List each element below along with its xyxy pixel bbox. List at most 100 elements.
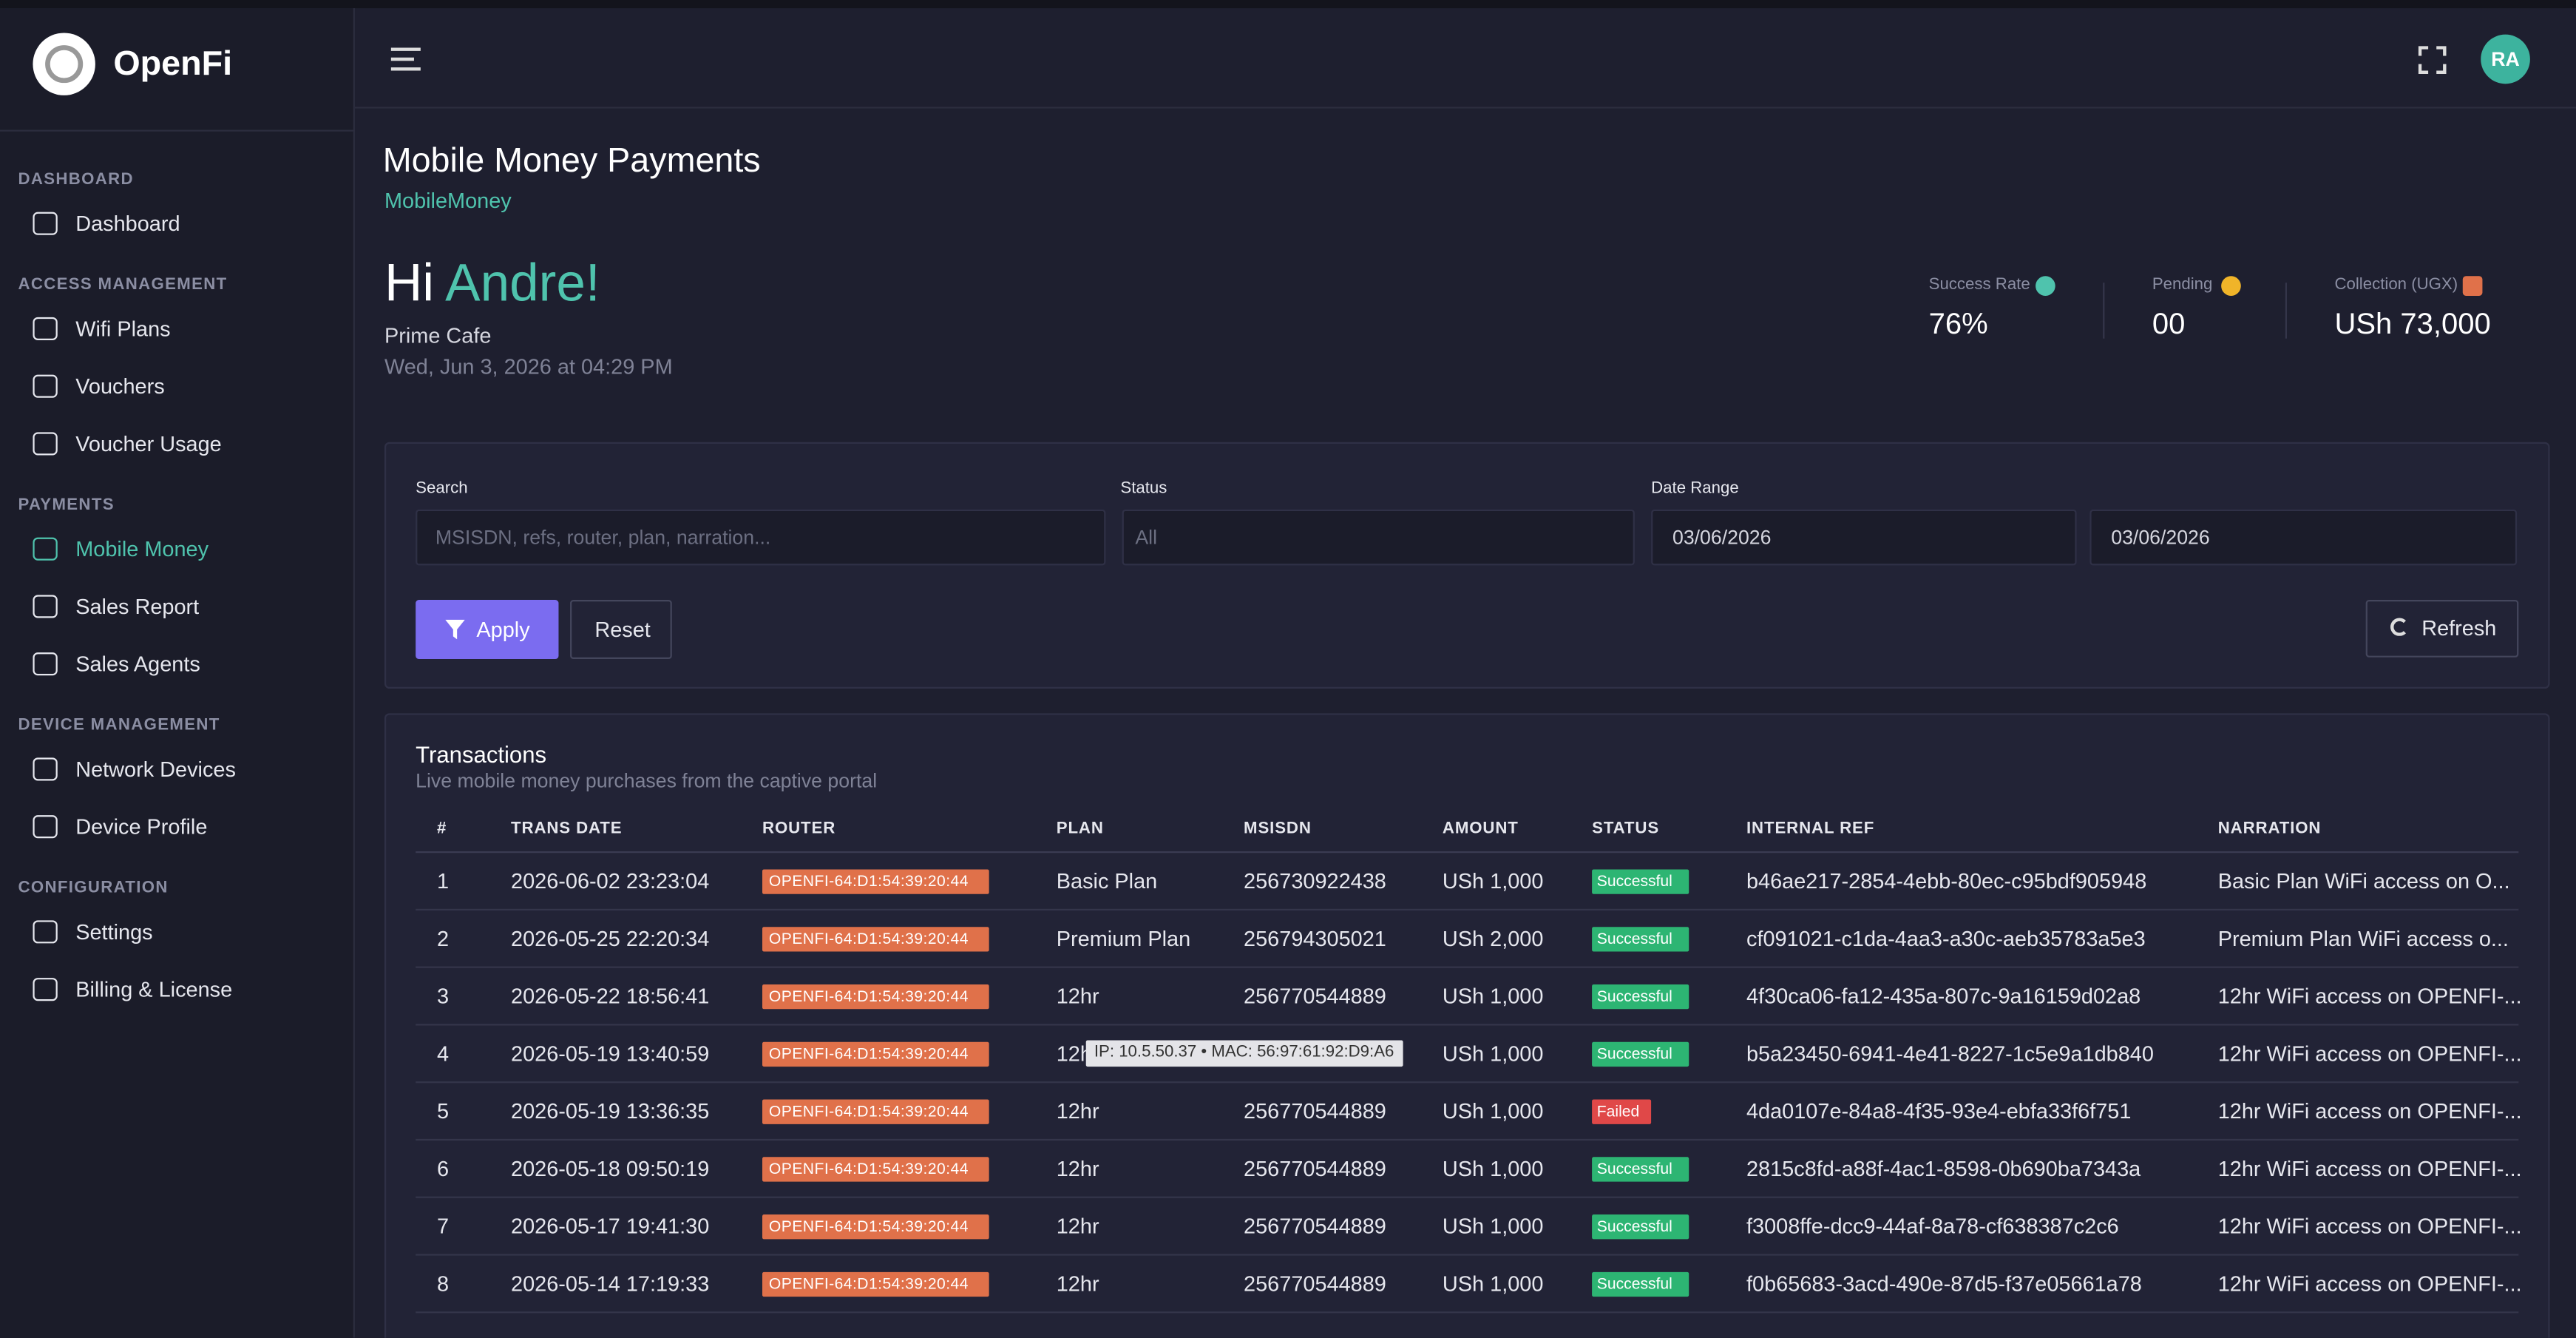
cell: 2 <box>437 926 450 951</box>
cell: 12hr <box>1056 1271 1099 1297</box>
column-header: # <box>437 820 447 839</box>
nav-item[interactable]: Dashboard <box>75 211 180 236</box>
nav-item[interactable]: Mobile Money <box>75 536 209 561</box>
apply-button[interactable] <box>416 600 559 660</box>
status-badge <box>1592 927 1689 952</box>
cell: 12hr WiFi access on OPENFI-... <box>2217 983 2522 1009</box>
cell: 1 <box>437 868 450 893</box>
cell: cf091021-c1da-4aa3-a30c-aeb35783a5e3 <box>1746 926 2146 951</box>
tooltip: IP: 10.5.50.37 • MAC: 56:97:61:92:D9:A6 <box>1085 1040 1403 1067</box>
router-badge-text: OPENFI-64:D1:54:39:20:44 <box>768 1218 969 1237</box>
nav-icon <box>33 432 58 456</box>
search-placeholder: MSISDN, refs, router, plan, narration... <box>435 526 771 550</box>
cell: 2026-05-19 13:36:35 <box>511 1098 710 1124</box>
row-line <box>416 1081 2519 1084</box>
cell: USh 1,000 <box>1442 1213 1544 1239</box>
cell: 256770544889 <box>1244 1156 1386 1181</box>
nav-item[interactable]: Sales Agents <box>75 652 200 677</box>
cell: b5a23450-6941-4e41-8227-1c5e9a1db840 <box>1746 1041 2154 1066</box>
status-select[interactable] <box>1122 509 1635 566</box>
nav-section-label: ACCESS MANAGEMENT <box>18 276 228 294</box>
row-line <box>416 908 2519 910</box>
cell: USh 2,000 <box>1442 926 1544 951</box>
table-title: Transactions <box>416 741 547 768</box>
cell: 12hr <box>1056 1156 1099 1181</box>
nav-item[interactable]: Network Devices <box>75 757 236 782</box>
column-header: ROUTER <box>762 820 836 839</box>
status-badge-text: Successful <box>1596 873 1672 891</box>
cell: 12hr WiFi access on OPENFI-... <box>2217 1271 2522 1297</box>
nav-icon <box>33 815 58 839</box>
page-title: Mobile Money Payments <box>382 142 761 180</box>
user-name: Andre! <box>445 253 600 313</box>
menu-toggle[interactable] <box>390 46 422 72</box>
nav-icon <box>33 652 58 676</box>
cell: Premium Plan <box>1056 926 1191 951</box>
stat-icon <box>2462 276 2483 296</box>
cell: 256770544889 <box>1244 1271 1386 1297</box>
divider <box>354 107 2576 109</box>
nav-item[interactable]: Voucher Usage <box>75 431 222 456</box>
nav-icon <box>33 537 58 561</box>
cell: 256730922438 <box>1244 868 1386 893</box>
top-strip <box>0 0 2576 9</box>
date-from-input[interactable] <box>1651 509 2077 566</box>
refresh-button[interactable] <box>2365 600 2519 658</box>
cell: 2026-06-02 23:23:04 <box>511 868 710 893</box>
cell: 256794305021 <box>1244 926 1386 951</box>
cell: 4da0107e-84a8-4f35-93e4-ebfa33f6f751 <box>1746 1098 2132 1124</box>
status-badge-text: Successful <box>1596 930 1672 949</box>
router-badge-text: OPENFI-64:D1:54:39:20:44 <box>768 1275 969 1294</box>
status-badge <box>1592 1214 1689 1240</box>
fullscreen-button[interactable] <box>2418 46 2447 74</box>
reset-button[interactable] <box>570 600 672 660</box>
cell: 4f30ca06-fa12-435a-807c-9a16159d02a8 <box>1746 983 2141 1009</box>
avatar[interactable] <box>2481 34 2530 84</box>
stat-label: Pending <box>2152 276 2213 294</box>
nav-item[interactable]: Wifi Plans <box>75 316 171 342</box>
stat-label: Success Rate <box>1928 276 2030 294</box>
nav-icon <box>33 212 58 235</box>
status-badge <box>1592 1041 1689 1067</box>
column-header: PLAN <box>1056 820 1104 839</box>
router-badge-text: OPENFI-64:D1:54:39:20:44 <box>768 987 969 1007</box>
search-input[interactable] <box>416 509 1106 566</box>
cell: f3008ffe-dcc9-44af-8a78-cf638387c2c6 <box>1746 1213 2119 1239</box>
nav-item[interactable]: Billing & License <box>75 976 233 1002</box>
cell: 12hr WiFi access on OPENFI-... <box>2217 1098 2522 1124</box>
column-header: TRANS DATE <box>511 820 623 839</box>
apply-label: Apply <box>476 617 530 642</box>
row-line <box>416 1311 2519 1314</box>
nav-item[interactable]: Sales Report <box>75 594 200 619</box>
router-badge-text: OPENFI-64:D1:54:39:20:44 <box>768 1045 969 1064</box>
router-badge <box>762 869 989 894</box>
cell: USh 1,000 <box>1442 1156 1544 1181</box>
brand: OpenFi <box>113 45 233 84</box>
cell: 2026-05-14 17:19:33 <box>511 1271 710 1297</box>
stat-value: USh 73,000 <box>2334 307 2491 340</box>
cell: USh 1,000 <box>1442 1098 1544 1124</box>
column-header: INTERNAL REF <box>1746 820 1875 839</box>
cell: 2026-05-25 22:20:34 <box>511 926 710 951</box>
status-badge <box>1592 869 1689 894</box>
cell: 12hr <box>1056 1098 1099 1124</box>
cell: 8 <box>437 1271 450 1297</box>
router-badge <box>762 1214 989 1240</box>
router-badge-text: OPENFI-64:D1:54:39:20:44 <box>768 873 969 891</box>
stat-icon <box>2221 276 2241 296</box>
status-badge-text: Successful <box>1596 987 1672 1007</box>
reset-label: Reset <box>594 617 651 642</box>
nav-icon <box>33 757 58 781</box>
status-badge-text: Successful <box>1596 1218 1672 1237</box>
cell: USh 1,000 <box>1442 1041 1544 1066</box>
table-subtitle: Live mobile money purchases from the cap… <box>416 768 878 793</box>
router-badge-text: OPENFI-64:D1:54:39:20:44 <box>768 930 969 949</box>
avatar-initials: RA <box>2491 47 2520 71</box>
nav-item[interactable]: Settings <box>75 919 153 945</box>
nav-item[interactable]: Device Profile <box>75 814 208 839</box>
nav-item[interactable]: Vouchers <box>75 374 165 399</box>
date-to-input[interactable] <box>2089 509 2518 566</box>
router-badge <box>762 1041 989 1067</box>
nav-section-label: PAYMENTS <box>18 496 115 515</box>
column-header: NARRATION <box>2217 820 2322 839</box>
